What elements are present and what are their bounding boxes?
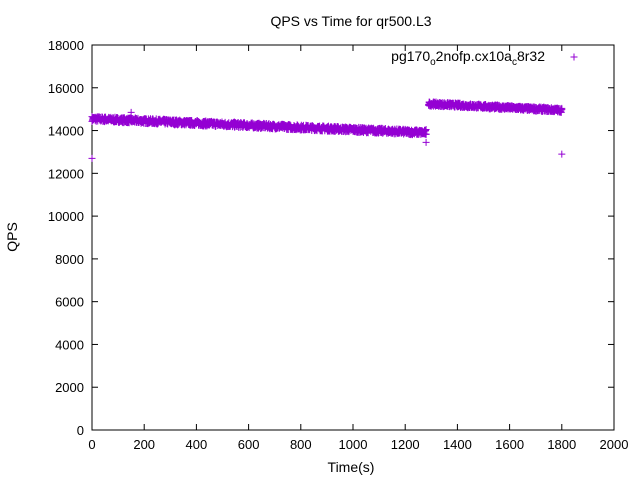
legend-marker [570,53,578,61]
legend-label-part: c [512,57,517,68]
data-point [88,154,96,162]
y-tick-label: 0 [77,423,84,438]
y-tick-label: 6000 [55,295,84,310]
x-tick-label: 1600 [495,437,524,452]
y-tick-label: 4000 [55,337,84,352]
y-axis-label: QPS [4,222,20,252]
data-point [422,125,430,133]
x-tick-label: 200 [133,437,155,452]
y-tick-label: 2000 [55,380,84,395]
plot-frame [91,44,615,431]
chart-title: QPS vs Time for qr500.L3 [270,13,431,29]
data-point [422,127,430,135]
legend-label-part: pg170 [391,48,430,64]
x-tick-label: 2000 [600,437,629,452]
legend-series-label: pg170o2nofp.cx10ac8r32 [391,48,545,68]
legend: pg170o2nofp.cx10ac8r32 [391,48,578,68]
y-tick-label: 8000 [55,252,84,267]
data-point [557,107,565,115]
y-tick-label: 18000 [48,38,84,53]
x-tick-label: 1800 [547,437,576,452]
data-point [422,138,430,146]
legend-label-part: o [430,57,436,68]
y-tick-label: 14000 [48,124,84,139]
y-tick-label: 10000 [48,209,84,224]
legend-label-part: 2nofp.cx10a [436,48,512,64]
y-tick-label: 16000 [48,81,84,96]
x-tick-label: 0 [88,437,95,452]
data-point [127,108,135,116]
data-point [558,150,566,158]
axis-ticks: 0 200 400 600 800 1000 1200 1400 1600 1800 2000 0 20… [48,38,629,452]
x-tick-label: 600 [238,437,260,452]
x-tick-label: 1200 [391,437,420,452]
x-tick-label: 400 [186,437,208,452]
x-tick-label: 1000 [339,437,368,452]
x-axis-label: Time(s) [328,459,375,475]
data-points [88,98,566,162]
y-tick-label: 12000 [48,166,84,181]
x-tick-label: 1400 [443,437,472,452]
legend-label-part: 8r32 [517,48,545,64]
data-point [558,104,566,112]
x-tick-label: 800 [290,437,312,452]
legend-marker-plus [570,53,578,61]
